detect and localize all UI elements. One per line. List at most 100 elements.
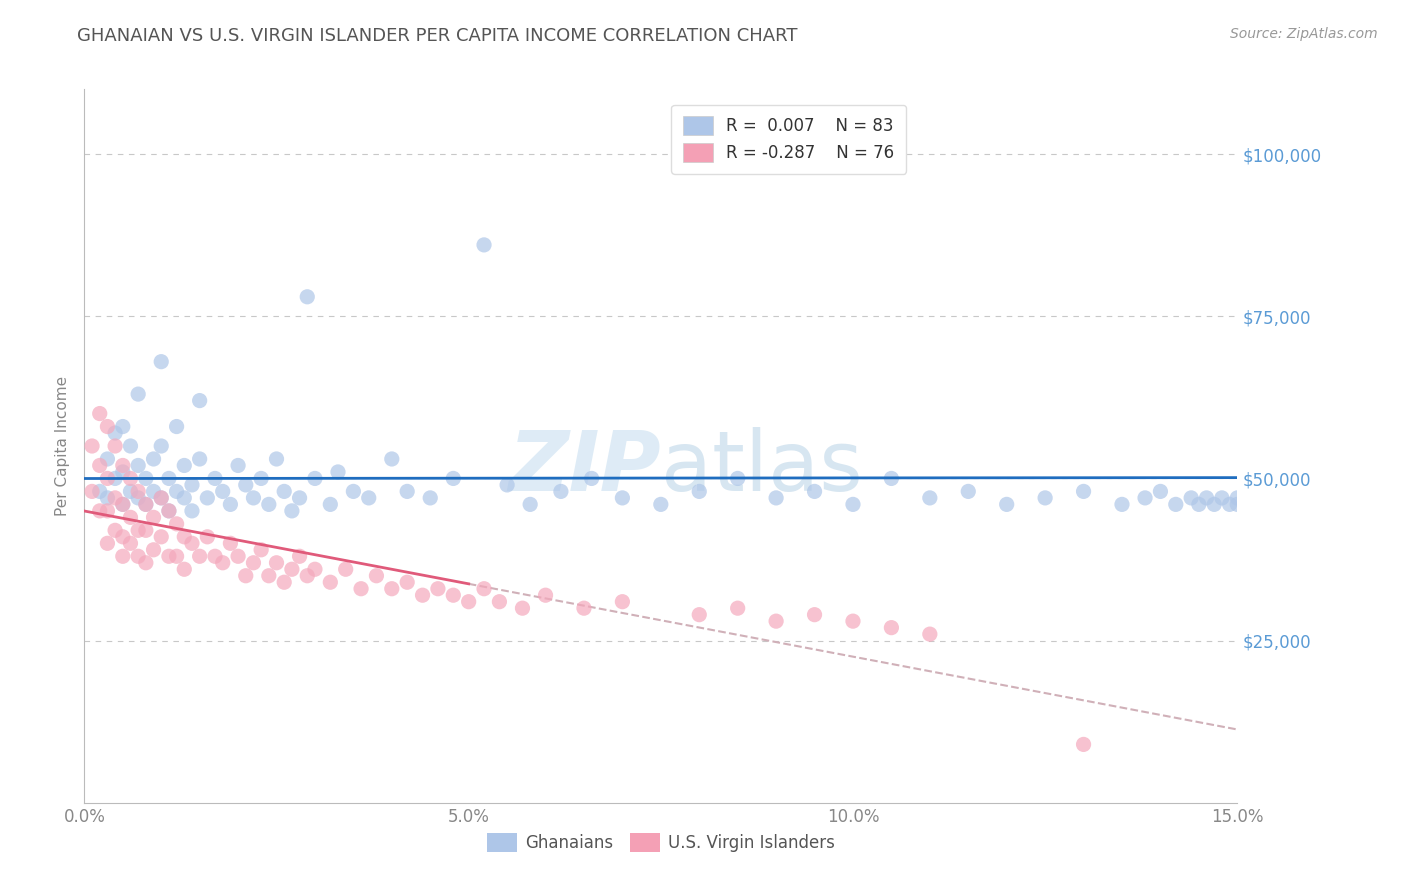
Point [120, 439, 142, 453]
Point [104, 491, 127, 505]
Point [297, 290, 319, 304]
Point [219, 497, 242, 511]
Point [235, 478, 257, 492]
Point [257, 568, 280, 582]
Point [80, 484, 103, 499]
Point [181, 504, 204, 518]
Point [727, 601, 749, 615]
Point [181, 536, 204, 550]
Point [204, 471, 226, 485]
Point [89, 504, 111, 518]
Point [135, 556, 157, 570]
Point [1033, 491, 1056, 505]
Point [250, 542, 273, 557]
Point [96, 471, 118, 485]
Point [127, 484, 149, 499]
Point [496, 478, 519, 492]
Point [335, 562, 357, 576]
Text: Source: ZipAtlas.com: Source: ZipAtlas.com [1230, 27, 1378, 41]
Point [166, 516, 188, 531]
Point [1073, 738, 1095, 752]
Point [166, 484, 188, 499]
Point [142, 452, 165, 467]
Point [1211, 491, 1233, 505]
Point [111, 458, 134, 473]
Point [304, 471, 326, 485]
Point [96, 419, 118, 434]
Point [219, 536, 242, 550]
Point [111, 497, 134, 511]
Point [104, 425, 127, 440]
Point [142, 484, 165, 499]
Point [250, 471, 273, 485]
Point [135, 471, 157, 485]
Point [96, 536, 118, 550]
Y-axis label: Per Capita Income: Per Capita Income [55, 376, 70, 516]
Point [880, 471, 903, 485]
Point [765, 614, 787, 628]
Point [572, 601, 595, 615]
Point [326, 465, 349, 479]
Point [1164, 497, 1187, 511]
Point [995, 497, 1018, 511]
Text: GHANAIAN VS U.S. VIRGIN ISLANDER PER CAPITA INCOME CORRELATION CHART: GHANAIAN VS U.S. VIRGIN ISLANDER PER CAP… [77, 27, 797, 45]
Point [226, 549, 249, 564]
Point [266, 556, 288, 570]
Point [111, 465, 134, 479]
Point [188, 452, 211, 467]
Point [142, 510, 165, 524]
Point [1133, 491, 1156, 505]
Point [150, 530, 173, 544]
Point [211, 484, 233, 499]
Point [257, 497, 280, 511]
Point [80, 439, 103, 453]
Point [157, 504, 180, 518]
Point [89, 484, 111, 499]
Point [727, 471, 749, 485]
Point [195, 491, 218, 505]
Point [357, 491, 380, 505]
Point [211, 556, 233, 570]
Point [142, 542, 165, 557]
Point [396, 484, 419, 499]
Point [188, 393, 211, 408]
Point [111, 497, 134, 511]
Point [111, 549, 134, 564]
Text: atlas: atlas [661, 427, 862, 508]
Point [419, 491, 441, 505]
Point [304, 562, 326, 576]
Point [166, 549, 188, 564]
Point [519, 497, 541, 511]
Point [226, 458, 249, 473]
Legend: Ghanaians, U.S. Virgin Islanders: Ghanaians, U.S. Virgin Islanders [479, 827, 842, 859]
Point [173, 530, 195, 544]
Point [242, 491, 264, 505]
Point [120, 484, 142, 499]
Text: ZIP: ZIP [508, 427, 661, 508]
Point [803, 607, 825, 622]
Point [89, 407, 111, 421]
Point [96, 452, 118, 467]
Point [135, 497, 157, 511]
Point [396, 575, 419, 590]
Point [120, 536, 142, 550]
Point [157, 549, 180, 564]
Point [550, 484, 572, 499]
Point [426, 582, 449, 596]
Point [688, 484, 710, 499]
Point [1111, 497, 1133, 511]
Point [104, 471, 127, 485]
Point [472, 238, 495, 252]
Point [880, 621, 903, 635]
Point [127, 549, 149, 564]
Point [127, 458, 149, 473]
Point [918, 627, 941, 641]
Point [89, 458, 111, 473]
Point [350, 582, 373, 596]
Point [127, 524, 149, 538]
Point [127, 387, 149, 401]
Point [120, 510, 142, 524]
Point [96, 504, 118, 518]
Point [157, 504, 180, 518]
Point [366, 568, 388, 582]
